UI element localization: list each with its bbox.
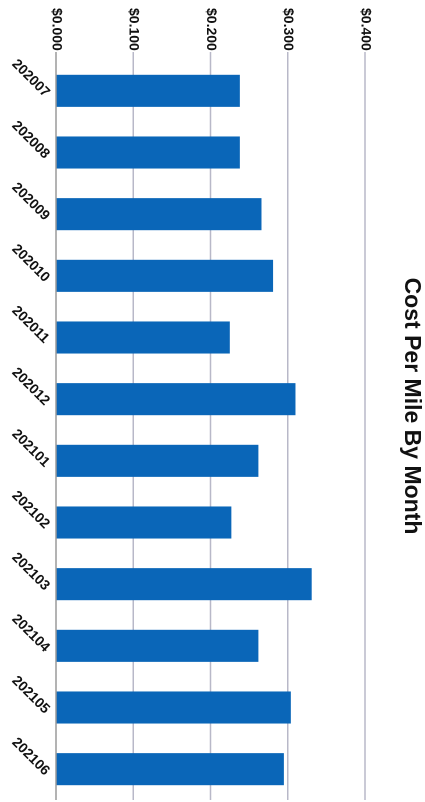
bar-202009 [56, 198, 262, 231]
category-label: 202105 [9, 672, 53, 716]
value-tick-label: $0.100 [127, 8, 143, 51]
value-tick-label: $0.000 [49, 8, 65, 51]
bar-202012 [56, 383, 296, 416]
bar-202011 [56, 321, 230, 354]
bar-202103 [56, 568, 312, 601]
category-label: 202102 [9, 487, 53, 531]
bar-202007 [56, 74, 240, 107]
bars [56, 74, 312, 786]
bar-202104 [56, 629, 259, 662]
bar-202106 [56, 753, 284, 786]
category-label: 202012 [9, 364, 53, 408]
bar-202010 [56, 259, 274, 292]
category-label: 202007 [9, 55, 53, 99]
tick-labels: $0.000 $0.100 $0.200 $0.300 $0.400 [49, 8, 374, 51]
bar-202105 [56, 691, 291, 724]
category-label: 202008 [9, 117, 53, 161]
bar-202101 [56, 444, 259, 477]
bar-202102 [56, 506, 232, 539]
category-label: 202101 [9, 425, 53, 469]
value-tick-label: $0.400 [358, 8, 374, 51]
category-label: 202104 [9, 610, 53, 654]
value-tick-label: $0.200 [204, 8, 220, 51]
chart-title: Cost Per Mile By Month [400, 278, 425, 535]
category-labels: 202007 202008 202009 202010 202011 202012 2021… [9, 55, 53, 778]
category-label: 202011 [9, 302, 53, 346]
gridlines [132, 52, 366, 800]
value-tick-label: $0.300 [281, 8, 297, 51]
category-label: 202106 [9, 734, 53, 778]
bar-202008 [56, 136, 240, 169]
category-label: 202103 [9, 549, 53, 593]
category-label: 202010 [9, 240, 53, 284]
category-label: 202009 [9, 179, 53, 223]
